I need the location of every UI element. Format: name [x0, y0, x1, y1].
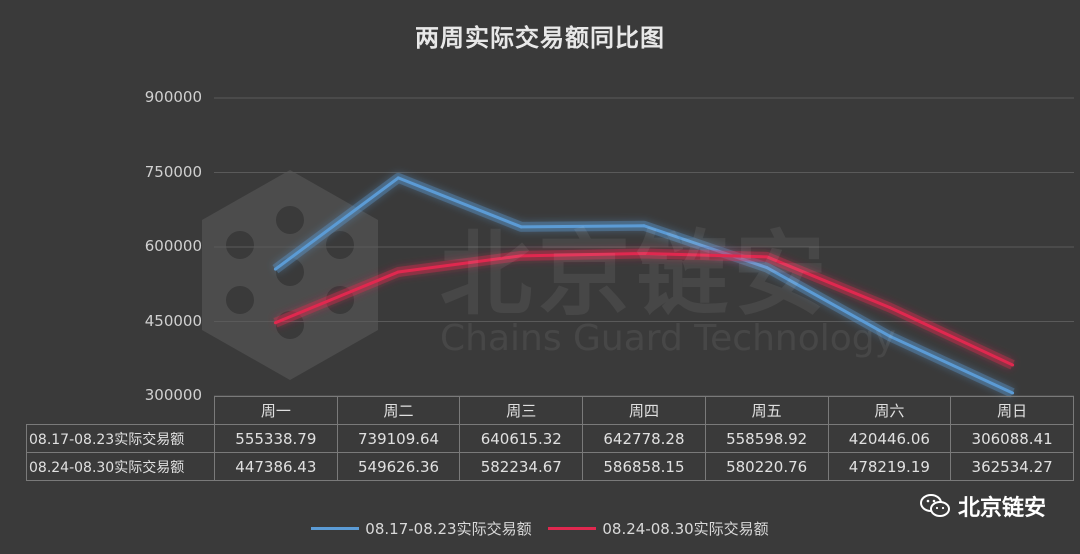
data-cell: 478219.19: [827, 452, 952, 481]
table-header-row: 周一 周二 周三 周四 周五 周六 周日: [26, 396, 1074, 425]
y-tick-label: 450000: [144, 311, 202, 330]
legend-swatch-series-2: [548, 527, 597, 530]
data-table: 周一 周二 周三 周四 周五 周六 周日 08.17-08.23实际交易额 55…: [26, 396, 1074, 481]
series-2-point: [273, 321, 277, 325]
series-1-point: [1011, 391, 1015, 395]
series-2-point: [1011, 363, 1015, 367]
watermark-text: 北京链安: [440, 221, 833, 328]
brand-text: 北京链安: [957, 496, 1046, 521]
legend-swatch-series-1: [311, 527, 360, 530]
watermark-subtext: Chains Guard Technology: [440, 318, 896, 359]
data-cell: 586858.15: [582, 452, 706, 481]
legend-label: 08.24-08.30实际交易额: [602, 520, 769, 538]
x-tick-label: 周五: [704, 396, 829, 425]
x-tick-label: 周三: [459, 396, 584, 425]
series-2-label: 08.24-08.30实际交易额: [26, 452, 215, 481]
legend-item-series-1: 08.17-08.23实际交易额: [311, 518, 532, 539]
legend-label: 08.17-08.23实际交易额: [365, 520, 532, 538]
x-tick-label: 周四: [582, 396, 706, 425]
data-cell: 580220.76: [704, 452, 829, 481]
chart-title: 两周实际交易额同比图: [415, 24, 665, 52]
series-1-point: [642, 224, 646, 228]
series-2-point: [396, 270, 400, 274]
data-cell: 447386.43: [214, 452, 338, 481]
data-cell: 362534.27: [950, 452, 1074, 481]
data-cell: 739109.64: [336, 424, 461, 453]
x-tick-label: 周六: [827, 396, 952, 425]
series-1-point: [888, 334, 892, 338]
table-corner: [26, 396, 215, 425]
legend: 08.17-08.23实际交易额 08.24-08.30实际交易额: [0, 516, 1080, 539]
series-2-point: [519, 254, 523, 258]
data-cell: 420446.06: [827, 424, 952, 453]
data-cell: 549626.36: [336, 452, 461, 481]
brand-badge: 北京链安: [919, 490, 1046, 522]
data-cell: 555338.79: [214, 424, 338, 453]
series-2-point: [888, 305, 892, 309]
data-cell: 642778.28: [582, 424, 706, 453]
legend-item-series-2: 08.24-08.30实际交易额: [548, 518, 769, 539]
x-tick-label: 周日: [950, 396, 1074, 425]
wechat-icon: [919, 494, 950, 517]
x-tick-label: 周二: [336, 396, 461, 425]
table-row-series-2: 08.24-08.30实际交易额 447386.43 549626.36 582…: [26, 452, 1074, 481]
data-cell: 582234.67: [459, 452, 584, 481]
series-2-point: [642, 252, 646, 256]
series-1-label: 08.17-08.23实际交易额: [26, 424, 215, 453]
data-cell: 306088.41: [950, 424, 1074, 453]
series-1-point: [273, 267, 277, 271]
y-tick-label: 900000: [144, 88, 202, 106]
series-1-point: [396, 176, 400, 180]
x-tick-label: 周一: [214, 396, 338, 425]
table-row-series-1: 08.17-08.23实际交易额 555338.79 739109.64 640…: [26, 424, 1074, 453]
data-cell: 640615.32: [459, 424, 584, 453]
series-1-point: [519, 225, 523, 229]
series-1-point: [765, 266, 769, 270]
y-tick-label: 600000: [144, 237, 202, 255]
data-cell: 558598.92: [704, 424, 829, 453]
watermark-logo-icon: [202, 170, 378, 380]
y-tick-label: 750000: [144, 162, 202, 181]
series-2-point: [765, 255, 769, 259]
